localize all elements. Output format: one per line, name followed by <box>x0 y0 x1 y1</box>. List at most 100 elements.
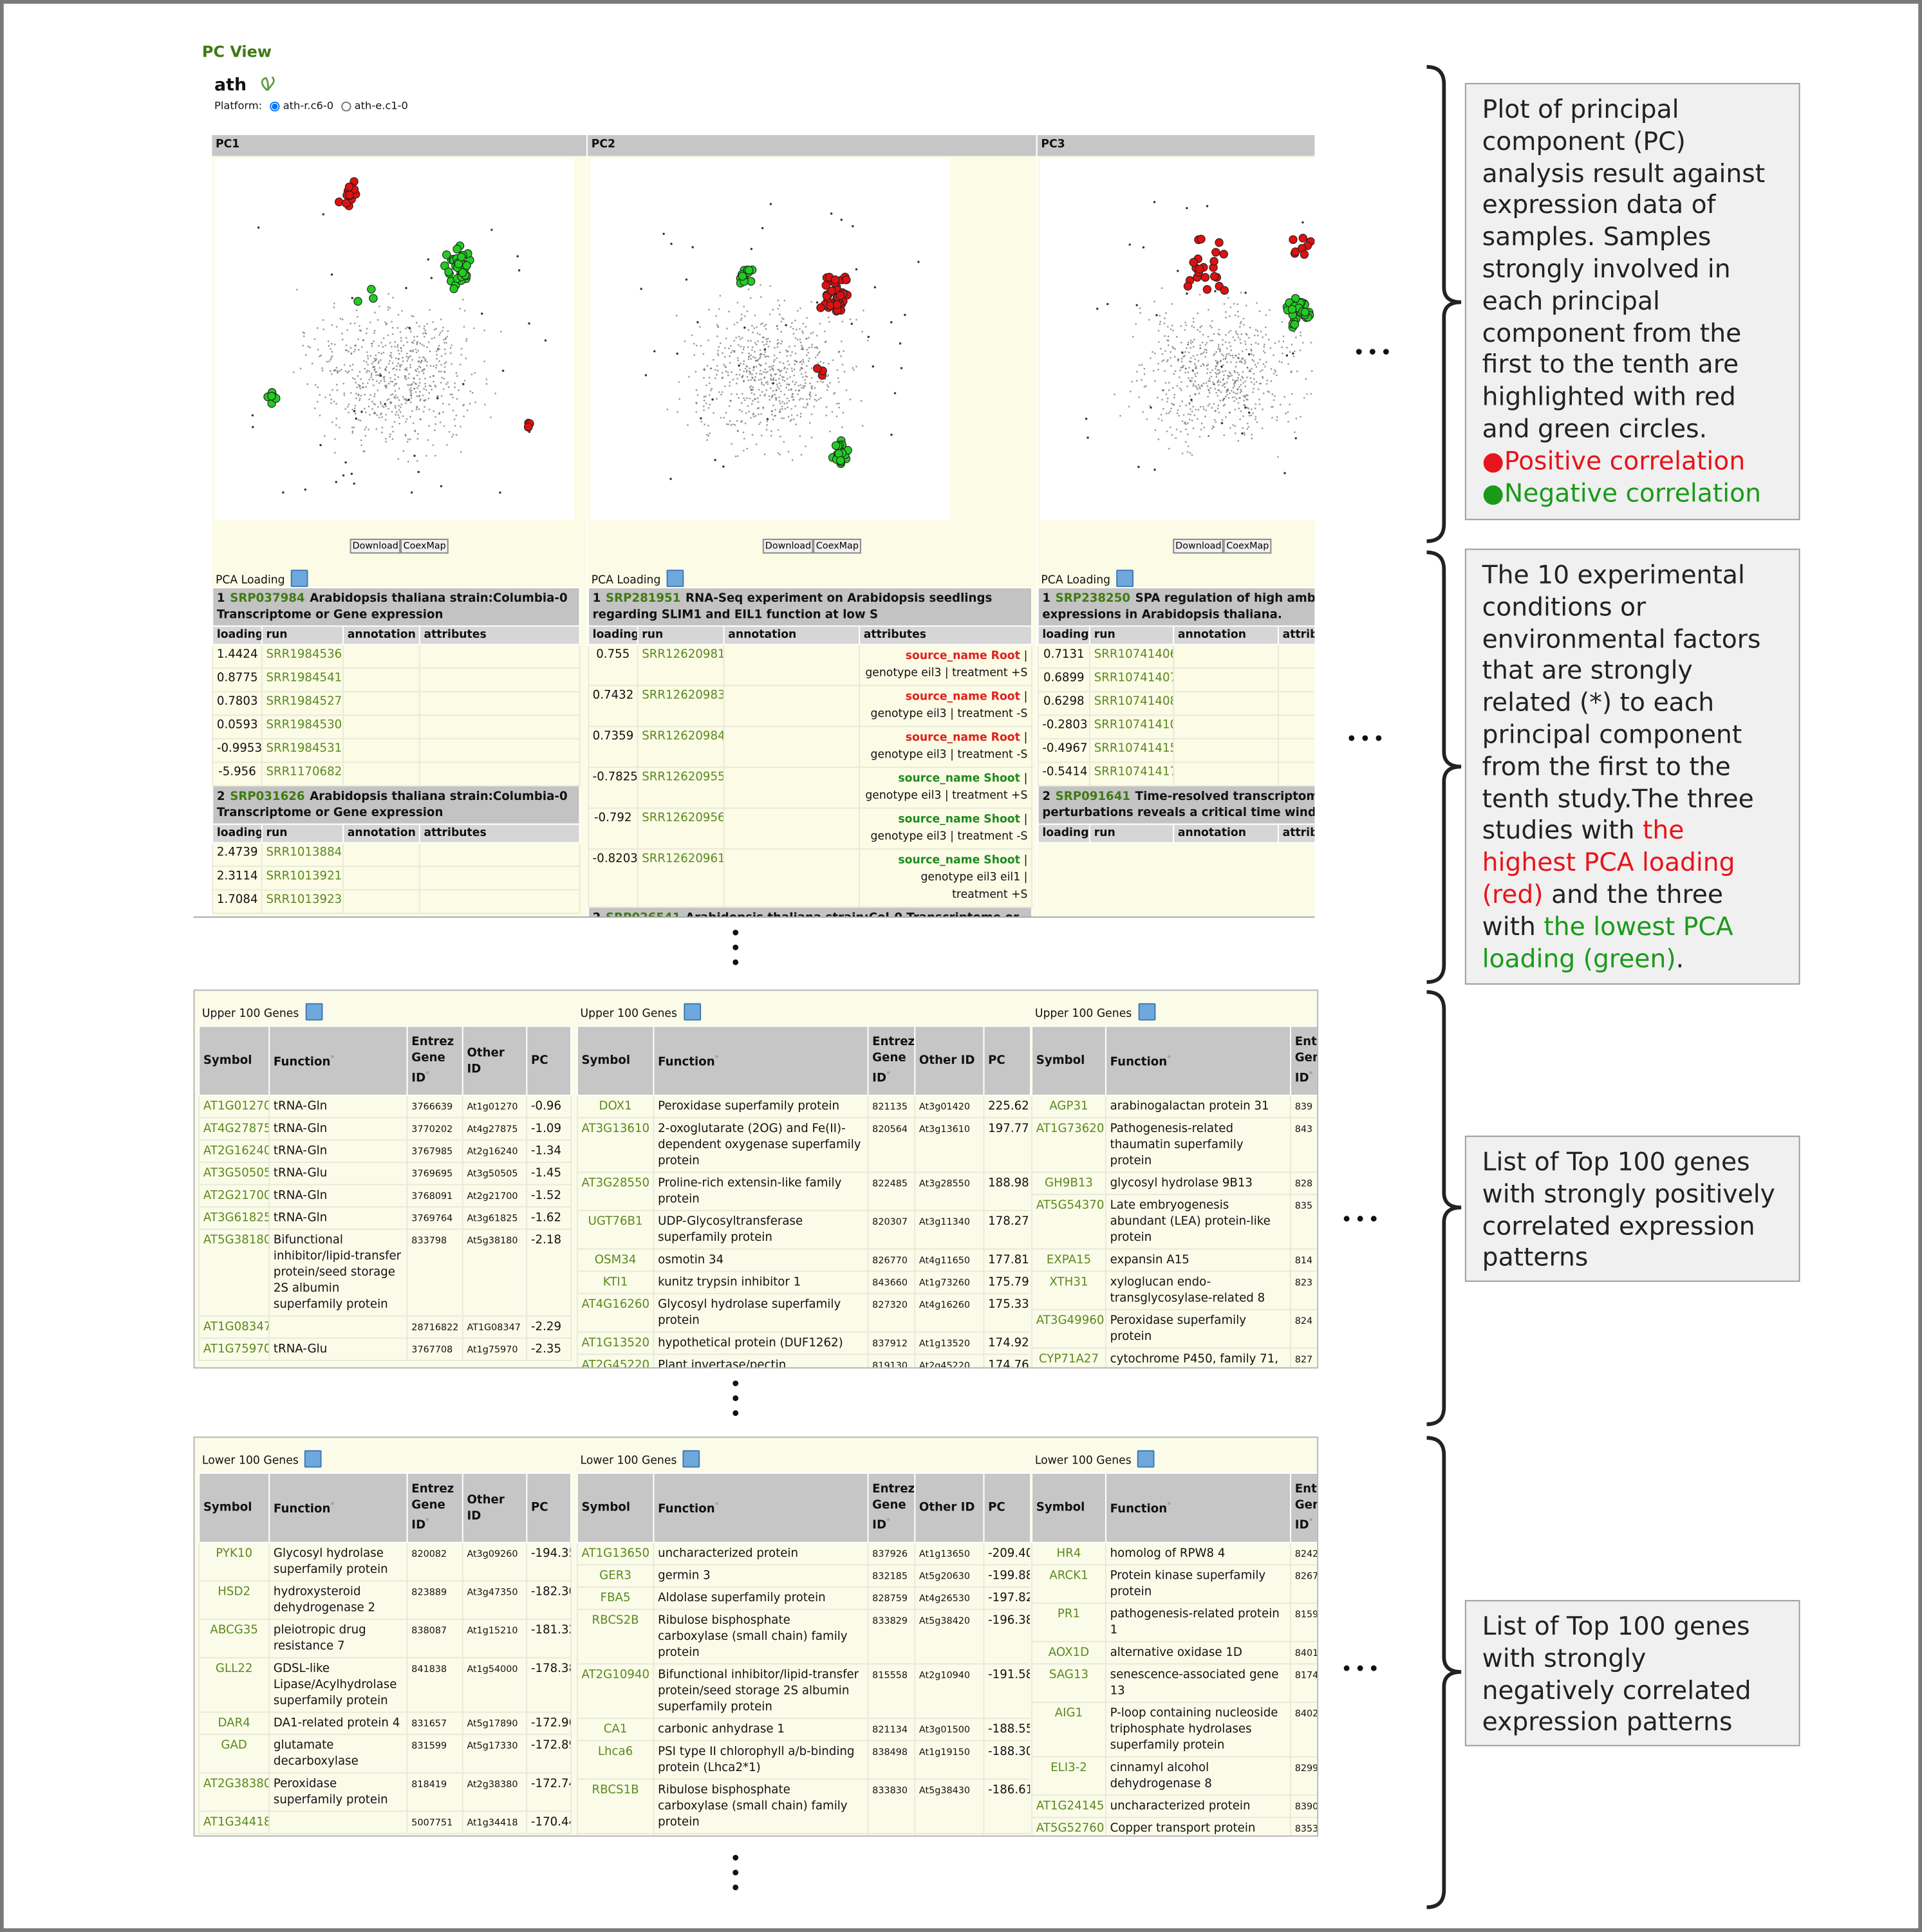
platform-radio[interactable] <box>341 101 351 112</box>
run-id[interactable]: SRR10741408 <box>1089 691 1175 716</box>
gene-symbol[interactable]: AT3G61825 <box>198 1206 270 1230</box>
gene-symbol[interactable]: AT2G16240 <box>198 1139 270 1163</box>
gene-symbol[interactable]: GER3 <box>576 1564 655 1588</box>
run-id[interactable]: SRR1984530 <box>261 714 344 739</box>
run-id[interactable]: SRR12620981 <box>637 644 725 687</box>
gene-symbol[interactable]: GAD <box>198 1734 270 1774</box>
gene-symbol[interactable]: AIG1 <box>1031 1702 1106 1758</box>
gene-symbol[interactable]: KTI1 <box>576 1270 655 1294</box>
plot-button[interactable]: Download <box>350 538 401 553</box>
gene-symbol[interactable]: UGT76B1 <box>576 1210 655 1250</box>
sample-point <box>830 212 833 215</box>
platform-radio[interactable] <box>269 101 279 112</box>
run-id[interactable]: SRR12620955 <box>637 766 725 809</box>
study-id[interactable]: SRP026541 <box>606 911 680 916</box>
gene-symbol[interactable]: Lhca6 <box>576 1740 655 1780</box>
gene-symbol[interactable]: AT4G27875 <box>198 1117 270 1141</box>
gene-symbol[interactable]: AT1G13520 <box>576 1331 655 1355</box>
study-id[interactable]: SRP091641 <box>1055 790 1131 804</box>
gene-symbol[interactable]: AT5G54370 <box>1031 1194 1106 1250</box>
gene-symbol[interactable]: AT1G75970 <box>198 1337 270 1361</box>
csv-icon[interactable] <box>1137 1450 1155 1468</box>
gene-symbol[interactable]: ELI3-2 <box>1031 1756 1106 1796</box>
gene-symbol[interactable]: AT1G01270 <box>198 1095 270 1119</box>
csv-icon[interactable] <box>304 1450 322 1468</box>
gene-symbol[interactable]: RBCS2B <box>576 1608 655 1665</box>
gene-symbol[interactable]: AT1G73620 <box>1031 1117 1106 1173</box>
gene-symbol[interactable]: AT2G45220 <box>576 1353 655 1368</box>
run-id[interactable]: SRR1170682 <box>261 761 344 786</box>
run-id[interactable]: SRR12620961 <box>637 848 725 908</box>
gene-symbol[interactable]: HSD2 <box>198 1580 270 1621</box>
plot-button[interactable]: CoexMap <box>813 538 861 553</box>
csv-icon[interactable] <box>1137 1003 1155 1021</box>
gene-function: thionin 2.2 <box>653 1833 869 1835</box>
gene-symbol[interactable]: CA1 <box>576 1718 655 1742</box>
sample-point <box>1208 380 1209 382</box>
run-id[interactable]: SRR1013921 <box>261 866 344 891</box>
run-id[interactable]: SRR1013923 <box>261 889 344 915</box>
run-id[interactable]: SRR1984527 <box>261 691 344 716</box>
run-id[interactable]: SRR12620984 <box>637 725 725 768</box>
gene-symbol[interactable]: RBCS1B <box>576 1778 655 1834</box>
gene-row: AT2G10940 Bifunctional inhibitor/lipid-tr… <box>576 1663 1031 1720</box>
gene-symbol[interactable]: SAG13 <box>1031 1663 1106 1703</box>
run-id[interactable]: SRR10741415 <box>1089 738 1175 763</box>
sample-point <box>392 368 394 370</box>
gene-symbol[interactable]: EXPA15 <box>1031 1248 1106 1272</box>
sample-point <box>1181 351 1184 354</box>
run-id[interactable]: SRR10741406 <box>1089 644 1175 669</box>
csv-icon[interactable] <box>1116 570 1134 588</box>
gene-symbol[interactable]: ABCG35 <box>198 1619 270 1658</box>
plot-button[interactable]: Download <box>762 538 814 553</box>
gene-symbol[interactable]: HR4 <box>1031 1541 1106 1566</box>
csv-icon[interactable] <box>667 570 684 588</box>
run-id[interactable]: SRR10741410 <box>1089 714 1175 739</box>
gene-symbol[interactable]: PR1 <box>1031 1602 1106 1642</box>
gene-symbol[interactable]: AT3G50505 <box>198 1162 270 1185</box>
plot-button[interactable]: CoexMap <box>1224 538 1272 553</box>
column-text: Entrez Gene ID <box>872 1036 915 1086</box>
gene-symbol[interactable]: CYP71A27 <box>1031 1347 1106 1368</box>
gene-symbol[interactable]: DOX1 <box>576 1095 655 1119</box>
study-id[interactable]: SRP031626 <box>230 790 305 804</box>
gene-symbol[interactable]: GLL22 <box>198 1657 270 1713</box>
run-id[interactable]: SRR12620956 <box>637 807 725 850</box>
annotation-text: List of Top 100 genes with strongly nega… <box>1482 1611 1751 1737</box>
gene-symbol[interactable]: XTH31 <box>1031 1270 1106 1310</box>
gene-symbol[interactable]: AT3G49960 <box>1031 1309 1106 1349</box>
study-id[interactable]: SRP238250 <box>1055 591 1131 606</box>
gene-symbol[interactable]: PYK10 <box>198 1541 270 1582</box>
gene-symbol[interactable]: AT2G21700 <box>198 1184 270 1208</box>
run-id[interactable]: SRR1984541 <box>261 667 344 692</box>
gene-symbol[interactable]: AT2G10940 <box>576 1663 655 1720</box>
run-id[interactable]: SRR12620983 <box>637 685 725 727</box>
sample-point <box>518 269 521 272</box>
run-id[interactable]: SRR1013884 <box>261 842 344 868</box>
gene-symbol[interactable]: AT5G38180 <box>198 1228 270 1317</box>
csv-icon[interactable] <box>683 1450 700 1468</box>
run-id[interactable]: SRR1984531 <box>261 738 344 763</box>
gene-symbol[interactable]: ARCK1 <box>1031 1564 1106 1604</box>
gene-symbol[interactable]: AT1G24145 <box>1031 1794 1106 1818</box>
gene-symbol[interactable]: AT2G38380 <box>198 1772 270 1812</box>
plot-button[interactable]: Download <box>1173 538 1224 553</box>
study-id[interactable]: SRP037984 <box>230 591 305 606</box>
sample-point <box>727 374 729 376</box>
run-id[interactable]: SRR10741417 <box>1089 761 1175 786</box>
csv-icon[interactable] <box>683 1003 701 1021</box>
plot-button[interactable]: CoexMap <box>400 538 449 553</box>
gene-symbol[interactable]: AT4G16260 <box>576 1293 655 1333</box>
csv-icon[interactable] <box>291 570 309 588</box>
gene-symbol[interactable]: AGP31 <box>1031 1095 1106 1119</box>
study-id[interactable]: SRP281951 <box>606 591 681 606</box>
sample-point <box>1227 375 1229 377</box>
sample-point <box>398 387 400 390</box>
run-id[interactable]: SRR10741407 <box>1089 667 1175 692</box>
csv-icon[interactable] <box>304 1003 322 1021</box>
gene-symbol[interactable]: AT1G34418 <box>198 1810 270 1834</box>
run-id[interactable]: SRR1984536 <box>261 644 344 669</box>
gene-symbol[interactable]: AT5G52760 <box>1031 1817 1106 1835</box>
gene-symbol[interactable]: FBA5 <box>576 1586 655 1610</box>
gene-symbol[interactable]: AT3G13610 <box>576 1117 655 1173</box>
